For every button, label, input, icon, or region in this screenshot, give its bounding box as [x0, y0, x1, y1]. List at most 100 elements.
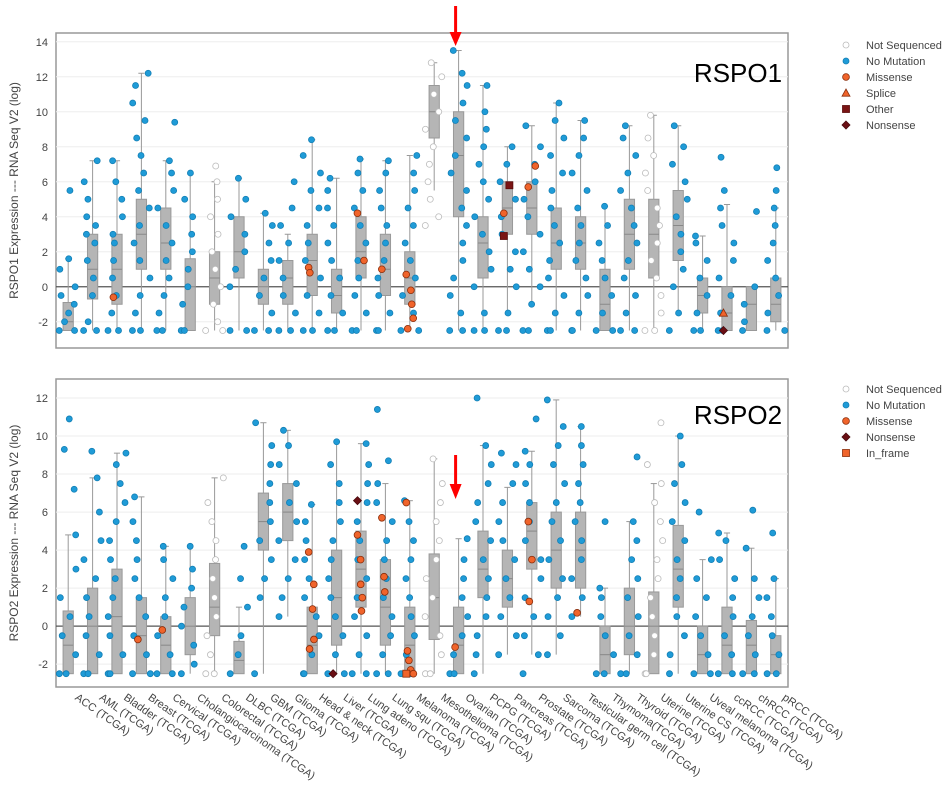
data-point: [690, 327, 698, 334]
box: [770, 277, 782, 323]
data-point: [251, 327, 258, 334]
data-point: [450, 274, 458, 282]
data-point: [749, 506, 757, 514]
data-point: [212, 556, 219, 564]
data-point: [160, 556, 168, 564]
data-point: [470, 283, 478, 291]
data-point: [487, 537, 494, 545]
data-point: [584, 292, 592, 299]
legend-marker: [841, 88, 851, 97]
data-point: [61, 318, 68, 326]
data-point: [471, 213, 479, 221]
data-point: [457, 309, 465, 317]
data-point: [451, 152, 459, 159]
data-point: [753, 208, 760, 215]
data-point: [677, 230, 685, 238]
data-point: [266, 518, 274, 525]
box: [111, 568, 123, 675]
data-point: [351, 613, 358, 621]
data-point: [680, 143, 688, 151]
data-point: [574, 204, 582, 212]
data-point: [227, 213, 235, 221]
data-point: [720, 187, 728, 194]
data-point: [144, 69, 152, 77]
data-point: [353, 327, 360, 334]
data-point: [624, 169, 632, 177]
data-point: [460, 575, 467, 583]
data-point: [275, 461, 283, 468]
data-point: [89, 292, 96, 299]
data-point: [317, 274, 324, 282]
data-point: [678, 461, 686, 468]
data-point: [116, 480, 124, 487]
data-point: [435, 108, 443, 116]
data-point: [70, 485, 78, 493]
data-point: [374, 274, 382, 282]
data-point: [355, 274, 363, 282]
data-point: [326, 174, 334, 182]
data-point: [495, 518, 503, 525]
data-point: [242, 195, 250, 203]
data-point: [679, 265, 687, 273]
data-point: [209, 300, 217, 308]
data-point: [744, 632, 752, 640]
data-point: [180, 603, 188, 611]
data-point: [650, 651, 658, 659]
y-axis-label: RSPO1 Expression --- RNA Seq V2 (log): [7, 82, 21, 299]
data-point: [559, 575, 566, 583]
data-point: [609, 327, 617, 334]
data-point: [495, 651, 503, 659]
box: [477, 530, 489, 599]
data-point: [559, 423, 567, 430]
data-point: [722, 537, 730, 545]
data-point: [184, 283, 192, 291]
y-tick-label: 2: [42, 583, 48, 595]
box: [330, 268, 343, 314]
data-point: [166, 651, 174, 659]
box: [282, 260, 294, 305]
data-point: [610, 651, 617, 659]
data-point: [599, 309, 606, 317]
data-point: [354, 257, 362, 264]
data-point: [532, 415, 540, 423]
data-point: [211, 265, 219, 273]
y-tick-label: 6: [42, 177, 48, 189]
data-point: [721, 632, 728, 640]
data-point: [106, 537, 113, 545]
data-point: [373, 670, 381, 678]
data-point: [256, 594, 264, 602]
data-point: [354, 169, 362, 177]
data-point: [72, 565, 80, 573]
data-point: [653, 239, 661, 247]
data-point: [531, 178, 539, 186]
data-point: [375, 292, 383, 299]
data-point: [65, 309, 73, 317]
data-point: [241, 230, 249, 238]
data-point: [554, 594, 561, 602]
data-point: [432, 518, 440, 525]
box: [160, 207, 172, 270]
data-point: [240, 542, 248, 550]
data-point: [336, 274, 344, 282]
data-point: [315, 309, 323, 317]
data-point: [512, 461, 520, 468]
data-point: [360, 256, 368, 265]
data-point: [356, 222, 364, 229]
data-point: [479, 556, 487, 564]
data-point: [109, 293, 118, 302]
data-point: [692, 239, 700, 247]
data-point: [261, 575, 268, 583]
data-point: [481, 108, 489, 116]
data-point: [108, 309, 116, 317]
y-tick-label: 2: [42, 247, 48, 259]
data-point: [244, 603, 251, 611]
data-point: [80, 327, 88, 334]
data-point: [432, 556, 440, 564]
data-point: [190, 660, 198, 668]
data-point: [55, 327, 63, 334]
data-point: [407, 556, 415, 564]
data-point: [325, 575, 333, 583]
data-point: [768, 632, 776, 640]
data-point: [362, 309, 370, 317]
data-point: [464, 613, 472, 621]
